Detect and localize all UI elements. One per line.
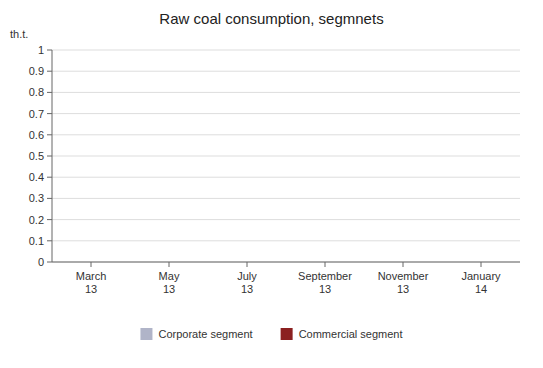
y-tick [47,219,52,220]
x-tick [325,262,326,267]
y-tick-label: 0 [38,256,44,268]
y-tick [47,177,52,178]
x-tick-label-line: 13 [241,283,253,295]
x-tick-label-line: 13 [163,283,175,295]
grid-line [52,134,520,135]
grid-line [52,240,520,241]
x-tick-label: September13 [298,270,352,295]
x-tick-label: May13 [159,270,180,295]
x-tick [91,262,92,267]
y-tick-label: 0.6 [29,129,44,141]
legend-label: Commercial segment [299,328,403,340]
x-tick-label: January14 [461,270,501,295]
x-tick [247,262,248,267]
y-tick-label: 0.2 [29,214,44,226]
y-tick [47,92,52,93]
x-tick-label-line: September [298,270,352,282]
y-axis: 0 0.1 0.2 0.3 0.4 0.5 0.6 0.7 0.8 0.9 1 [29,44,52,268]
y-tick [47,156,52,157]
grid-line [52,156,520,157]
y-tick-label: 0.8 [29,86,44,98]
y-tick-label: 1 [38,44,44,56]
grid-line [52,50,520,51]
y-axis-label: th.t. [10,28,28,40]
x-tick-label-line: 14 [475,283,487,295]
x-axis-line [52,262,520,263]
y-tick [47,198,52,199]
y-tick-label: 0.5 [29,150,44,162]
grid-line [52,71,520,72]
y-tick [47,113,52,114]
y-tick [47,262,52,263]
y-tick-label: 0.4 [29,171,44,183]
y-tick-label: 0.7 [29,108,44,120]
grid-line [52,92,520,93]
x-tick-label-line: 13 [319,283,331,295]
grid-line [52,198,520,199]
x-axis: March13May13July13September13November13J… [76,262,501,295]
grid-line [52,262,520,263]
chart: Raw coal consumption, segmnetsth.t.00.10… [0,0,543,368]
legend-item: Corporate segment [140,328,252,340]
y-tick-label: 0.3 [29,192,44,204]
y-tick [47,50,52,51]
x-tick [481,262,482,267]
grid [52,50,520,262]
x-tick [403,262,404,267]
legend-swatch [281,328,293,340]
legend-item: Commercial segment [281,328,403,340]
legend-swatch [140,328,152,340]
x-tick-label: March13 [76,270,107,295]
title: Raw coal consumption, segmnets [159,10,383,27]
x-tick-label-line: March [76,270,107,282]
x-tick-label: July13 [237,270,257,295]
x-tick [169,262,170,267]
x-tick-label-line: January [461,270,501,282]
x-tick-label-line: November [378,270,429,282]
x-tick-label: November13 [378,270,429,295]
x-tick-label-line: May [159,270,180,282]
legend: Corporate segment Commercial segment [140,328,402,340]
grid-line [52,113,520,114]
legend-label: Corporate segment [158,328,252,340]
x-tick-label-line: July [237,270,257,282]
y-tick [47,240,52,241]
y-tick-label: 0.1 [29,235,44,247]
y-axis-line [52,50,53,262]
x-tick-label-line: 13 [397,283,409,295]
y-tick-label: 0.9 [29,65,44,77]
grid-line [52,177,520,178]
y-tick [47,134,52,135]
x-tick-label-line: 13 [85,283,97,295]
y-tick [47,71,52,72]
grid-line [52,219,520,220]
